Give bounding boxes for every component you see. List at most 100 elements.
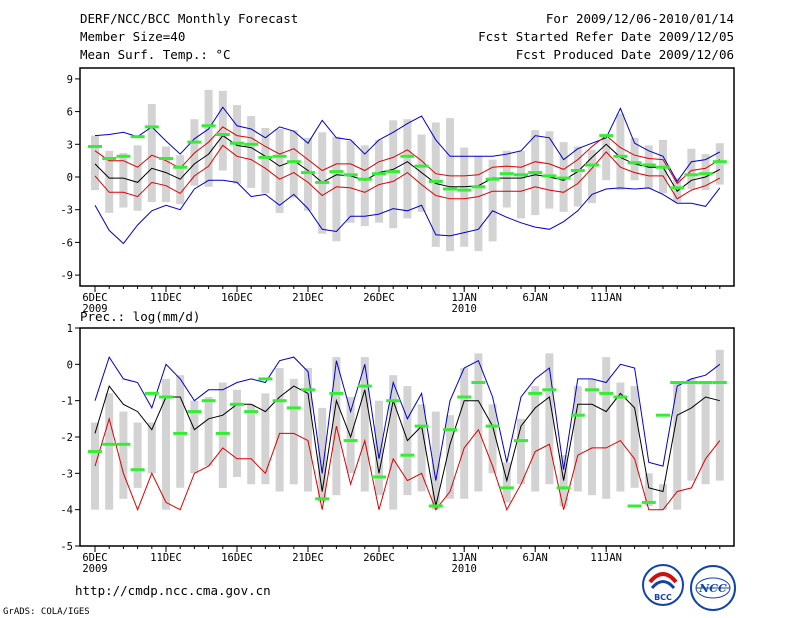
temp-xtick-label-0: 6DEC [82, 292, 107, 304]
temp-ytick-label--9: -9 [60, 270, 73, 282]
temp-spread-bar-13 [275, 129, 284, 213]
prec-marker-21 [386, 399, 401, 403]
prec-marker-4 [144, 391, 159, 395]
temp-marker-8 [201, 124, 216, 128]
temp-spread-bar-14 [289, 130, 298, 198]
temp-marker-12 [258, 155, 273, 159]
temp-spread-bar-18 [346, 141, 355, 223]
prec-spread-bar-32 [545, 353, 554, 485]
prec-ytick-label--4: -4 [60, 505, 73, 517]
prec-xtick-label-3: 21DEC [292, 552, 324, 564]
prec-marker-27 [471, 381, 486, 384]
temp-marker-17 [329, 170, 344, 174]
prec-xsublabel-1: 2010 [452, 563, 477, 575]
header-variable: Mean Surf. Temp.: °C [80, 47, 231, 62]
ncc-logo: NCC [690, 565, 736, 611]
prec-ytick-label--1: -1 [60, 396, 73, 408]
prec-marker-35 [585, 388, 599, 392]
prec-spread-bar-44 [715, 349, 724, 481]
temp-marker-5 [159, 157, 173, 160]
prec-spread-bar-39 [644, 473, 653, 506]
temp-spread-bar-11 [247, 116, 256, 188]
temp-spread-bar-15 [304, 137, 312, 211]
prec-spread-bar-3 [133, 422, 142, 488]
temp-marker-25 [443, 187, 457, 191]
prec-series-upper [94, 355, 721, 481]
temp-series-inner-lower [94, 144, 721, 200]
prec-series-mean [94, 385, 720, 507]
prec-spread-bar-15 [304, 368, 312, 492]
prec-spread-bar-40 [659, 484, 667, 510]
temp-marker-27 [471, 185, 486, 189]
prec-marker-12 [258, 377, 273, 381]
prec-marker-17 [329, 391, 344, 395]
temp-marker-44 [712, 160, 727, 164]
temp-marker-19 [357, 177, 372, 181]
temp-marker-39 [641, 163, 656, 167]
temperature-panel: 9 6 3 0 -3 -6 -9 6DEC 11DEC 16DEC 21DEC 26DEC 1JAN 6J… [60, 67, 735, 315]
prec-marker-23 [414, 424, 429, 428]
bcc-logo-wave-icon [650, 580, 676, 590]
ncc-logo-text: NCC [698, 582, 727, 595]
prec-marker-14 [286, 406, 301, 410]
prec-marker-3 [130, 468, 145, 472]
temp-marker-0 [88, 145, 102, 148]
prec-marker-28 [485, 424, 500, 428]
precip-panel-label: Prec.: log(mm/d) [80, 309, 200, 324]
prec-spread-bar-36 [602, 357, 611, 499]
prec-spread-bar-13 [275, 368, 284, 492]
temp-spread-bar-34 [573, 146, 582, 207]
temp-marker-6 [173, 165, 188, 169]
temp-series-upper [94, 106, 721, 183]
prec-spread-bar-12 [261, 393, 270, 485]
temp-spread-bar-5 [162, 146, 170, 203]
temp-marker-33 [556, 176, 571, 180]
footer-url[interactable]: http://cmdp.ncc.cma.gov.cn [75, 583, 271, 598]
prec-spread-bar-16 [318, 407, 327, 503]
temp-marker-36 [599, 134, 614, 138]
header-started: Fcst Started Refer Date 2009/12/05 [478, 29, 734, 44]
temp-spread-bar-8 [204, 89, 213, 187]
prec-spread-bar-23 [417, 404, 426, 492]
prec-ytick-label--3: -3 [60, 468, 73, 480]
prec-xtick-label-6: 6JAN [523, 552, 548, 564]
prec-marker-44 [712, 381, 727, 384]
prec-marker-13 [272, 399, 287, 403]
prec-xtick-label-7: 11JAN [590, 552, 622, 564]
temp-ytick-label--3: -3 [60, 205, 73, 217]
temp-marker-22 [400, 154, 415, 158]
prec-marker-38 [627, 504, 642, 508]
prec-spread-bar-28 [488, 404, 497, 474]
prec-spread-bar-20 [375, 400, 383, 496]
temp-marker-9 [215, 133, 230, 136]
prec-spread-bar-25 [446, 415, 454, 499]
header-title: DERF/NCC/BCC Monthly Forecast [80, 11, 298, 26]
temp-marker-11 [244, 142, 259, 146]
temp-ytick-label-3: 3 [67, 139, 73, 151]
prec-marker-36 [599, 391, 614, 395]
temp-spread-bar-21 [389, 120, 398, 229]
prec-marker-8 [201, 399, 216, 403]
prec-ytick-label--5: -5 [60, 541, 73, 553]
prec-spread-bar-42 [687, 378, 696, 481]
temp-spread-bar-37 [616, 113, 625, 191]
temp-xtick-label-7: 11JAN [590, 292, 622, 304]
temp-marker-21 [386, 170, 401, 174]
prec-spread-bar-30 [517, 418, 525, 485]
temp-marker-10 [230, 141, 244, 145]
prec-marker-34 [570, 413, 585, 417]
prec-spread-bar-19 [360, 357, 369, 492]
prec-xtick-label-1: 11DEC [150, 552, 182, 564]
prec-spread-bar-6 [176, 375, 185, 488]
temp-marker-18 [343, 173, 358, 177]
prec-spread-bar-9 [218, 382, 227, 488]
prec-marker-9 [215, 431, 230, 435]
temp-spread-bar-43 [701, 154, 710, 191]
prec-spread-bar-14 [289, 378, 298, 485]
temp-marker-43 [698, 172, 713, 176]
temp-ytick-label--6: -6 [60, 237, 73, 249]
temp-marker-4 [144, 125, 159, 129]
prec-ytick-label-1: 1 [67, 323, 73, 335]
temp-ytick-label-0: 0 [67, 172, 73, 184]
